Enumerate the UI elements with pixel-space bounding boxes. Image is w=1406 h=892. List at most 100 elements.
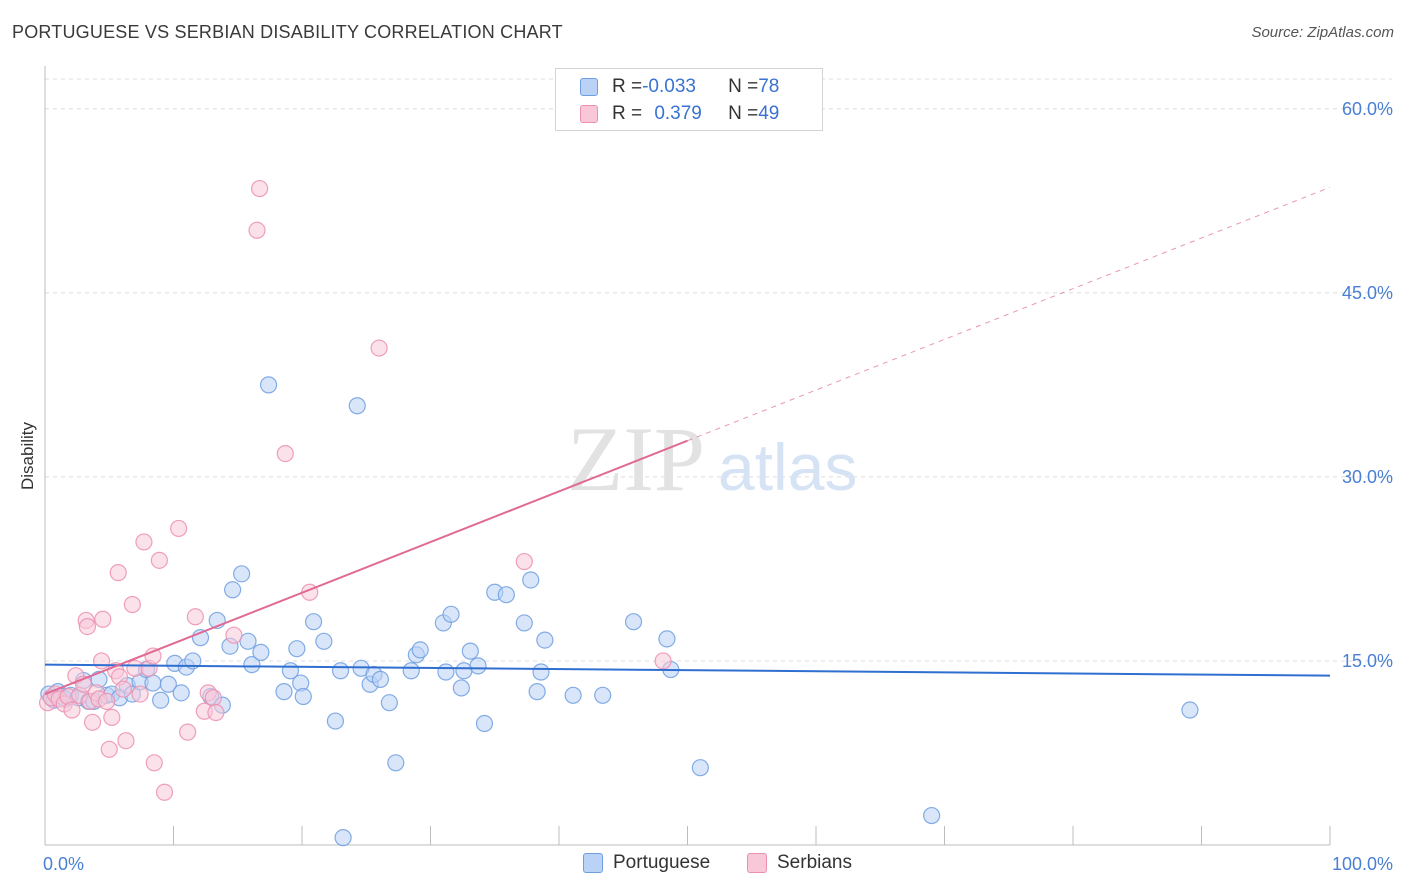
point-portuguese: [331, 662, 350, 680]
point-portuguese: [159, 675, 177, 693]
point-portuguese: [658, 630, 676, 648]
tick-labels: 15.0% 30.0% 45.0% 60.0% 0.0% 100.0%: [43, 99, 1393, 874]
point-serbians: [207, 703, 225, 722]
point-portuguese: [532, 663, 550, 681]
axes: [44, 66, 1331, 846]
trend-line-serbians: [44, 439, 688, 696]
point-serbians: [103, 708, 121, 726]
point-portuguese: [348, 397, 366, 415]
point-serbians: [515, 552, 533, 571]
point-portuguese: [461, 642, 479, 660]
point-portuguese: [515, 614, 533, 632]
point-portuguese: [594, 686, 612, 704]
point-serbians: [276, 444, 294, 463]
point-portuguese: [452, 679, 470, 697]
point-serbians: [248, 221, 266, 239]
point-portuguese: [239, 632, 257, 650]
point-portuguese: [387, 754, 405, 772]
point-portuguese: [437, 663, 455, 681]
point-portuguese: [469, 657, 487, 675]
trend-line-portuguese: [44, 663, 1331, 677]
point-serbians: [117, 732, 135, 750]
legend-n-label: N =: [728, 76, 759, 97]
point-portuguese: [144, 674, 162, 692]
legend-swatch-portuguese: [583, 853, 603, 873]
trend-extension-serbians: [687, 186, 1331, 442]
point-serbians: [225, 626, 243, 644]
point-portuguese: [172, 684, 190, 702]
point-portuguese: [475, 714, 494, 733]
point-serbians: [92, 652, 111, 670]
x-tick-label-max: 100.0%: [1332, 854, 1393, 874]
point-portuguese: [624, 613, 643, 631]
data-points: [38, 179, 1199, 847]
point-serbians: [186, 608, 204, 626]
legend-label-serbians: Serbians: [777, 852, 852, 873]
point-portuguese: [536, 631, 554, 649]
y-tick-label: 45.0%: [1342, 283, 1393, 303]
legend-item-portuguese[interactable]: Portuguese: [583, 852, 710, 874]
legend-row-portuguese: R = -0.033 N = 78: [580, 75, 779, 99]
point-serbians: [150, 551, 168, 569]
point-portuguese: [152, 691, 170, 709]
point-serbians: [370, 339, 388, 357]
legend-swatch-serbians: [747, 853, 767, 873]
point-portuguese: [275, 683, 293, 701]
point-portuguese: [528, 683, 546, 701]
correlation-legend: R = -0.033 N = 78 R = 0.379 N = 49: [555, 68, 823, 131]
point-serbians: [83, 713, 102, 731]
point-portuguese: [442, 605, 460, 623]
point-serbians: [94, 610, 112, 628]
legend-swatch-serbians: [580, 105, 598, 123]
legend-r-label: R =: [612, 76, 643, 97]
point-portuguese: [304, 613, 323, 631]
point-serbians: [654, 652, 672, 670]
point-serbians: [123, 595, 141, 614]
point-portuguese: [522, 571, 540, 589]
point-portuguese: [402, 662, 420, 680]
point-portuguese: [411, 641, 429, 659]
y-tick-label: 15.0%: [1342, 651, 1393, 671]
chart-title: PORTUGUESE VS SERBIAN DISABILITY CORRELA…: [12, 22, 563, 42]
legend-n-value: 78: [758, 76, 780, 97]
point-portuguese: [371, 670, 389, 688]
point-serbians: [155, 783, 174, 801]
point-portuguese: [233, 565, 251, 583]
point-portuguese: [691, 759, 709, 777]
point-portuguese: [923, 806, 941, 825]
point-portuguese: [497, 586, 515, 604]
legend-n-label: N =: [728, 103, 759, 124]
point-portuguese: [380, 694, 398, 712]
point-serbians: [135, 533, 153, 551]
legend-r-value: 0.379: [654, 103, 702, 124]
point-serbians: [109, 564, 127, 582]
point-portuguese: [243, 656, 261, 674]
series-legend: Portuguese Serbians: [0, 852, 1406, 876]
y-tick-label: 30.0%: [1342, 467, 1393, 487]
legend-r-value: -0.033: [642, 76, 696, 97]
point-portuguese: [326, 712, 345, 730]
point-serbians: [131, 685, 149, 703]
legend-item-serbians[interactable]: Serbians: [747, 852, 852, 874]
point-serbians: [145, 754, 163, 772]
y-tick-label: 60.0%: [1342, 99, 1393, 119]
legend-n-value: 49: [758, 103, 780, 124]
point-portuguese: [259, 376, 278, 394]
point-portuguese: [288, 640, 306, 658]
point-serbians: [250, 179, 269, 198]
point-serbians: [78, 617, 97, 636]
point-serbians: [98, 692, 116, 711]
point-serbians: [204, 689, 222, 707]
point-serbians: [63, 701, 81, 719]
point-portuguese: [294, 687, 312, 706]
point-serbians: [179, 723, 197, 741]
legend-swatch-portuguese: [580, 78, 598, 96]
legend-label-portuguese: Portuguese: [613, 852, 711, 873]
point-portuguese: [564, 686, 582, 704]
legend-row-serbians: R = 0.379 N = 49: [580, 102, 779, 126]
point-portuguese: [1181, 701, 1199, 719]
legend-r-label: R =: [612, 103, 643, 124]
point-portuguese: [334, 829, 352, 847]
watermark-zip: ZIP: [567, 408, 705, 510]
